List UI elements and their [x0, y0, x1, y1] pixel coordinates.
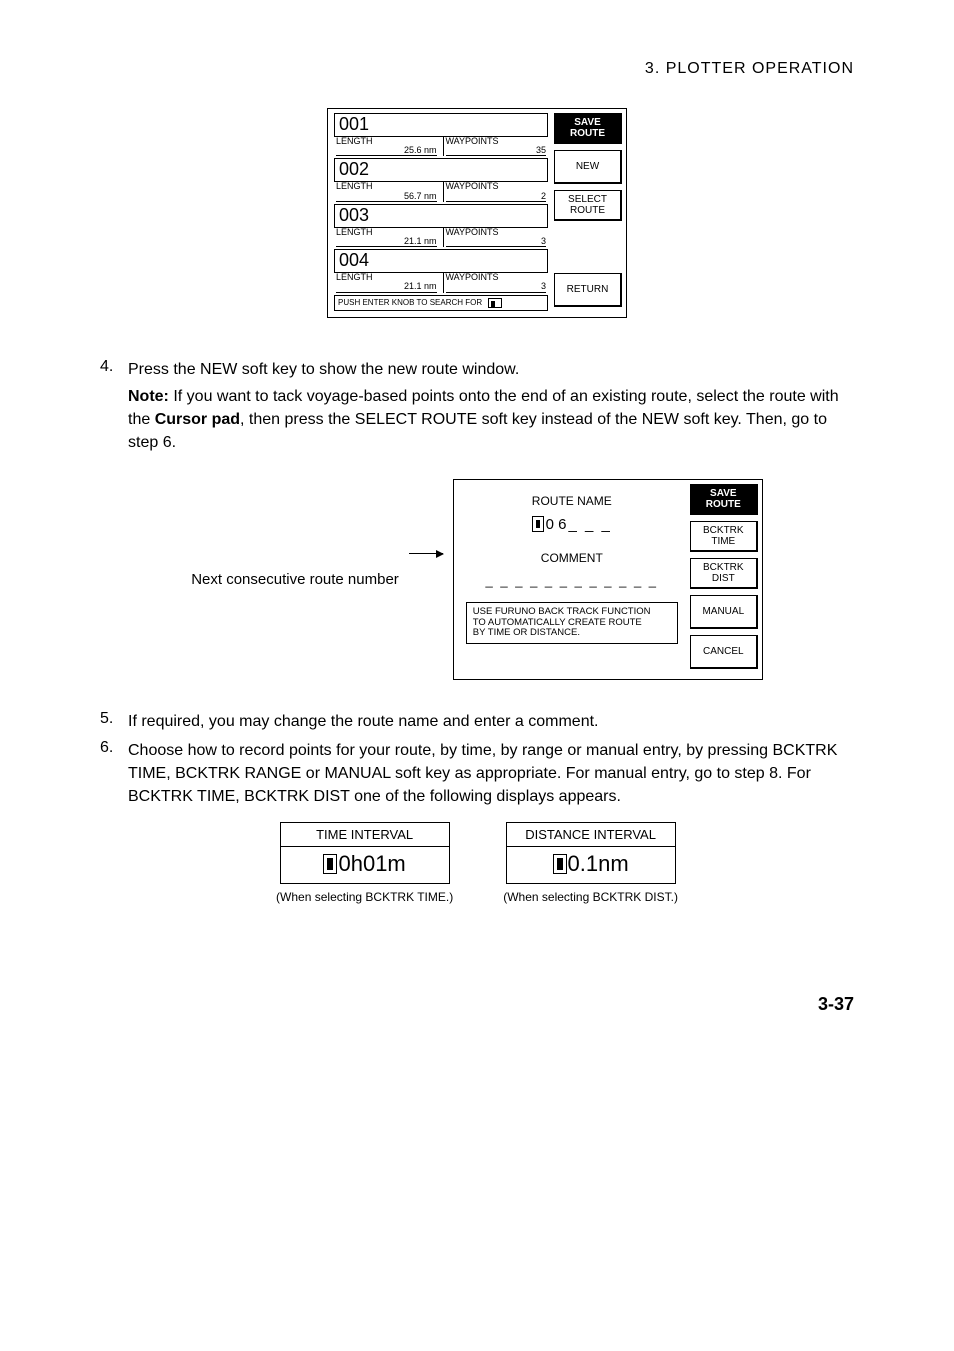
- step-5: 5. If required, you may change the route…: [100, 710, 854, 733]
- step-6: 6. Choose how to record points for your …: [100, 739, 854, 809]
- arrow-icon: [409, 553, 443, 554]
- waypoints-value: 2: [446, 192, 547, 202]
- length-value: 25.6 nm: [336, 146, 437, 156]
- cancel-softkey[interactable]: CANCEL: [690, 635, 758, 669]
- waypoints-value: 3: [446, 237, 547, 247]
- distance-interval-value: 0.1nm: [568, 851, 629, 877]
- length-value: 56.7 nm: [336, 192, 437, 202]
- distance-interval-box: DISTANCE INTERVAL 0.1nm: [506, 822, 676, 884]
- new-route-figure: Next consecutive route number ROUTE NAME…: [100, 479, 854, 680]
- comment-blanks: _ _ _ _ _ _ _ _ _ _ _ _: [486, 573, 659, 588]
- text-cursor-icon: [553, 854, 567, 874]
- step-text: Press the NEW soft key to show the new r…: [128, 358, 854, 381]
- step-text: If required, you may change the route na…: [128, 710, 854, 733]
- route-id: 002: [334, 158, 548, 182]
- softkey-line2: ROUTE: [557, 205, 618, 216]
- page-header: 3. PLOTTER OPERATION: [100, 60, 854, 78]
- bcktrk-time-softkey[interactable]: BCKTRK TIME: [690, 521, 758, 552]
- bcktrk-dist-softkey[interactable]: BCKTRK DIST: [690, 558, 758, 589]
- cursor-pad-term: Cursor pad: [155, 411, 240, 428]
- step-note: Note: If you want to tack voyage-based p…: [128, 385, 854, 455]
- time-interval-caption: (When selecting BCKTRK TIME.): [276, 890, 453, 904]
- softkey-line2: ROUTE: [693, 499, 754, 510]
- step-number: 5.: [100, 710, 128, 733]
- time-interval-value: 0h01m: [338, 851, 405, 877]
- waypoints-value: 35: [446, 146, 547, 156]
- step-number: 4.: [100, 358, 128, 455]
- manual-softkey[interactable]: MANUAL: [690, 595, 758, 629]
- waypoints-label: WAYPOINTS: [446, 182, 547, 191]
- select-route-softkey[interactable]: SELECT ROUTE: [554, 190, 622, 221]
- time-interval-box: TIME INTERVAL 0h01m: [280, 822, 450, 884]
- return-softkey[interactable]: RETURN: [554, 273, 622, 307]
- route-name-value: 0 6 _ _ _: [532, 516, 612, 533]
- route-item: 004 LENGTH21.1 nm WAYPOINTS3: [328, 249, 554, 294]
- length-value: 21.1 nm: [336, 237, 437, 247]
- route-id: 001: [334, 113, 548, 137]
- save-route-softkey[interactable]: SAVE ROUTE: [690, 484, 758, 515]
- interval-figures: TIME INTERVAL 0h01m (When selecting BCKT…: [100, 822, 854, 904]
- softkey-line2: ROUTE: [557, 128, 618, 139]
- waypoints-label: WAYPOINTS: [446, 137, 547, 146]
- info-line3: BY TIME OR DISTANCE.: [473, 628, 671, 639]
- step-4: 4. Press the NEW soft key to show the ne…: [100, 358, 854, 455]
- route-item: 002 LENGTH56.7 nm WAYPOINTS2: [328, 158, 554, 203]
- new-softkey[interactable]: NEW: [554, 150, 622, 184]
- route-id: 003: [334, 204, 548, 228]
- route-item: 001 LENGTH25.6 nm WAYPOINTS35: [328, 113, 554, 158]
- softkey-line1: BCKTRK: [693, 525, 754, 536]
- route-name-digits: 0 6: [546, 516, 567, 533]
- distance-interval-header: DISTANCE INTERVAL: [507, 823, 675, 847]
- route-id: 004: [334, 249, 548, 273]
- page-number: 3-37: [100, 994, 854, 1015]
- waypoints-value: 3: [446, 282, 547, 292]
- length-value: 21.1 nm: [336, 282, 437, 292]
- info-line1: USE FURUNO BACK TRACK FUNCTION: [473, 607, 671, 618]
- softkey-line1: BCKTRK: [693, 562, 754, 573]
- route-list-figure: 001 LENGTH25.6 nm WAYPOINTS35 002 LENGTH…: [100, 108, 854, 318]
- waypoints-label: WAYPOINTS: [446, 273, 547, 282]
- softkey-line1: SAVE: [557, 117, 618, 128]
- time-interval-header: TIME INTERVAL: [281, 823, 449, 847]
- softkey-line1: SELECT: [557, 194, 618, 205]
- softkey-line2: TIME: [693, 536, 754, 547]
- text-cursor-icon: [532, 516, 544, 532]
- search-hint-text: PUSH ENTER KNOB TO SEARCH FOR: [338, 298, 482, 307]
- keyboard-icon: [488, 298, 502, 308]
- info-message: USE FURUNO BACK TRACK FUNCTION TO AUTOMA…: [466, 602, 678, 645]
- note-label: Note:: [128, 388, 169, 405]
- figure-side-label: Next consecutive route number: [191, 571, 399, 588]
- route-name-header: ROUTE NAME: [532, 494, 612, 508]
- text-cursor-icon: [323, 854, 337, 874]
- softkey-line2: DIST: [693, 573, 754, 584]
- save-route-softkey[interactable]: SAVE ROUTE: [554, 113, 622, 144]
- step-text: Choose how to record points for your rou…: [128, 739, 854, 809]
- step-number: 6.: [100, 739, 128, 809]
- comment-header: COMMENT: [541, 551, 603, 565]
- search-hint: PUSH ENTER KNOB TO SEARCH FOR: [334, 295, 548, 311]
- softkey-line1: SAVE: [693, 488, 754, 499]
- waypoints-label: WAYPOINTS: [446, 228, 547, 237]
- route-name-blanks: _ _ _: [569, 516, 612, 533]
- distance-interval-caption: (When selecting BCKTRK DIST.): [503, 890, 678, 904]
- route-item: 003 LENGTH21.1 nm WAYPOINTS3: [328, 204, 554, 249]
